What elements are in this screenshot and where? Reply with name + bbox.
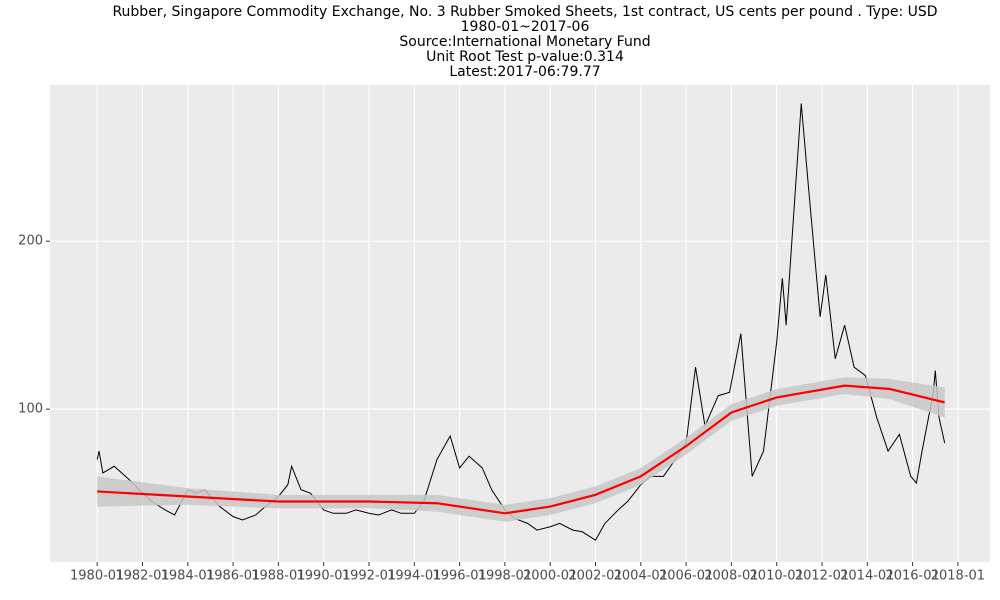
x-tick-label: 1988-01 [251,569,305,584]
title-line: Rubber, Singapore Commodity Exchange, No… [112,4,937,20]
title-line: Unit Root Test p-value:0.314 [426,49,624,65]
x-tick-label: 2010-01 [750,569,804,584]
title-line: Source:International Monetary Fund [399,34,650,50]
x-tick-label: 2000-01 [523,569,577,584]
panel [50,85,990,562]
x-tick-label: 2012-01 [795,569,849,584]
confidence-band [97,377,945,522]
title-line: Latest:2017-06:79.77 [449,64,600,80]
x-tick-label: 2006-01 [659,569,713,584]
x-tick-label: 2004-01 [614,569,668,584]
x-tick-label: 1980-01 [70,569,124,584]
x-tick-label: 2014-01 [840,569,894,584]
x-tick-label: 1998-01 [478,569,532,584]
x-tick-label: 1996-01 [432,569,486,584]
x-tick-label: 2016-01 [885,569,939,584]
x-tick-label: 1984-01 [161,569,215,584]
x-tick-label: 1986-01 [206,569,260,584]
x-tick-label: 1992-01 [342,569,396,584]
x-tick-label: 1990-01 [297,569,351,584]
x-tick-label: 2008-01 [704,569,758,584]
y-tick-label: 100 [18,402,43,417]
x-tick-label: 2002-01 [568,569,622,584]
x-tick-label: 2018-01 [931,569,985,584]
title-line: 1980-01~2017-06 [461,19,590,35]
x-tick-label: 1982-01 [115,569,169,584]
x-tick-label: 1994-01 [387,569,441,584]
series-line [97,384,945,515]
y-tick-label: 200 [18,234,43,249]
series-line [96,103,946,541]
